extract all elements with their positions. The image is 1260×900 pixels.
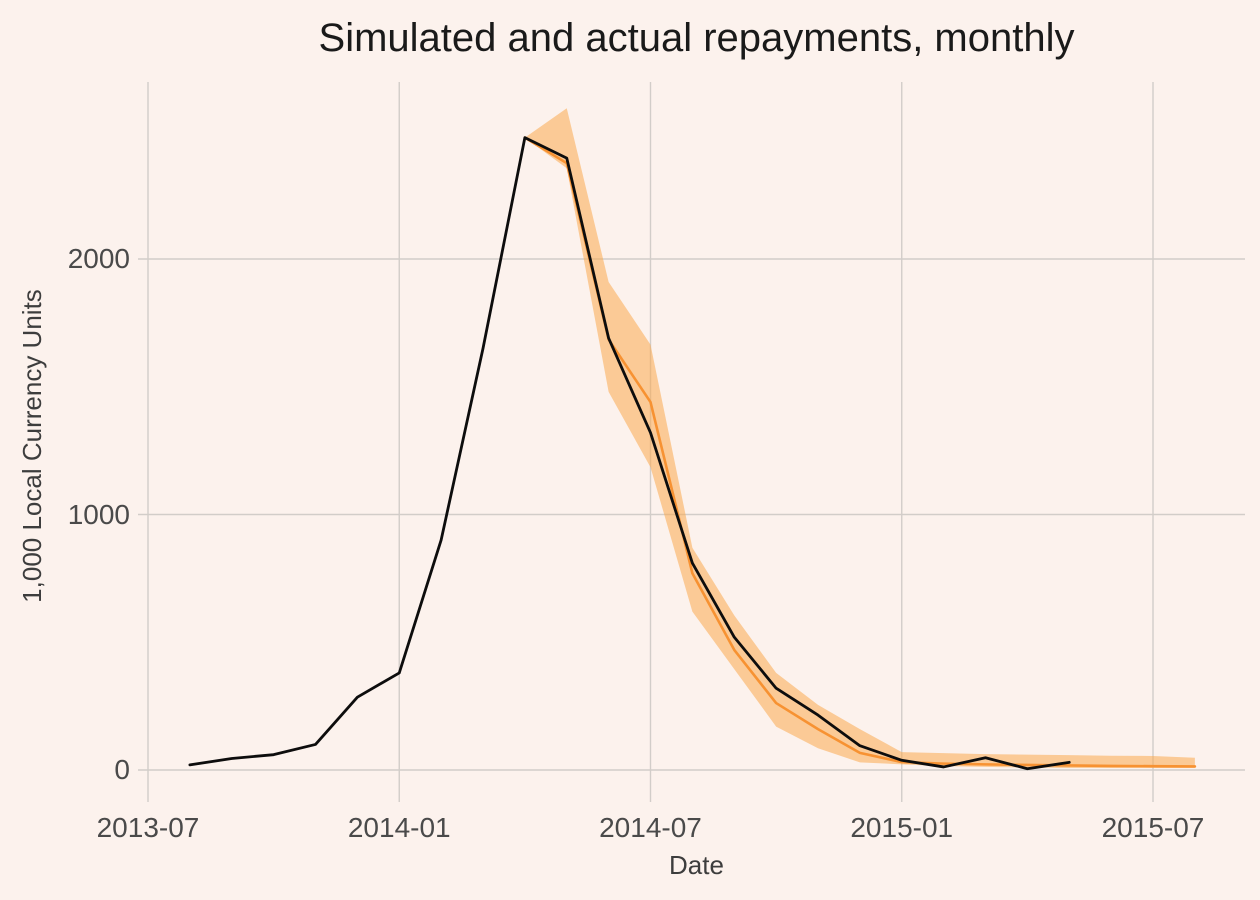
- y-tick-label: 1000: [67, 498, 130, 530]
- x-tick-label: 2015-01: [850, 812, 954, 843]
- x-tick-label: 2014-01: [347, 812, 451, 843]
- x-tick-label: 2015-07: [1101, 812, 1205, 843]
- x-axis-label: Date: [669, 850, 724, 880]
- x-tick-label: 2014-07: [599, 812, 702, 843]
- y-tick-label: 2000: [67, 243, 130, 274]
- actual-line: [188, 136, 1071, 771]
- chart-title: Simulated and actual repayments, monthly: [318, 16, 1075, 60]
- simulation-band: [524, 108, 1195, 768]
- simulated-line: [523, 136, 1197, 768]
- y-tick-label: 0: [114, 754, 130, 785]
- x-tick-label: 2013-07: [96, 812, 200, 843]
- y-axis-label: 1,000 Local Currency Units: [17, 289, 47, 603]
